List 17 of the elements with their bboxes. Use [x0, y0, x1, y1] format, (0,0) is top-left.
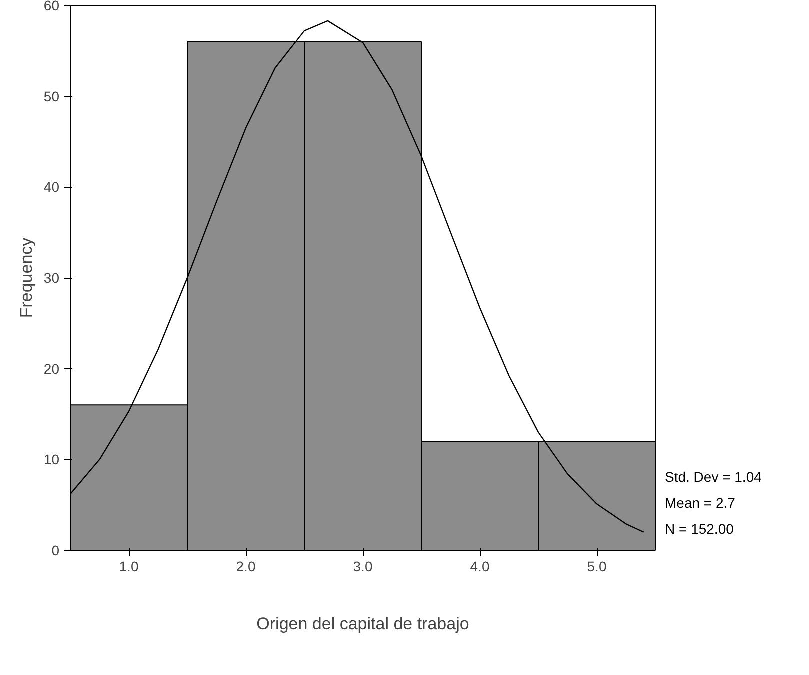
x-tick-label: 3.0: [353, 558, 373, 574]
y-tick-label: 60: [44, 0, 60, 14]
x-axis-title: Origen del capital de trabajo: [256, 614, 470, 634]
y-axis-title: Frequency: [16, 237, 36, 318]
text: Std. Dev = 1.04: [665, 468, 762, 487]
y-tick-label: 0: [52, 542, 60, 558]
x-tick-label: 2.0: [236, 558, 256, 574]
x-tick-label: 4.0: [470, 558, 490, 574]
y-tick-label: 10: [44, 452, 60, 468]
x-tick-label: 5.0: [587, 558, 607, 574]
y-tick-label: 20: [44, 360, 60, 377]
x-tick-label: 1.0: [119, 558, 139, 574]
y-tick-label: 50: [44, 88, 60, 104]
y-tick-label: 30: [44, 270, 60, 286]
text: N = 152.00: [665, 520, 735, 539]
y-tick-label: 40: [44, 179, 60, 196]
text: Mean = 2.7: [665, 494, 736, 513]
